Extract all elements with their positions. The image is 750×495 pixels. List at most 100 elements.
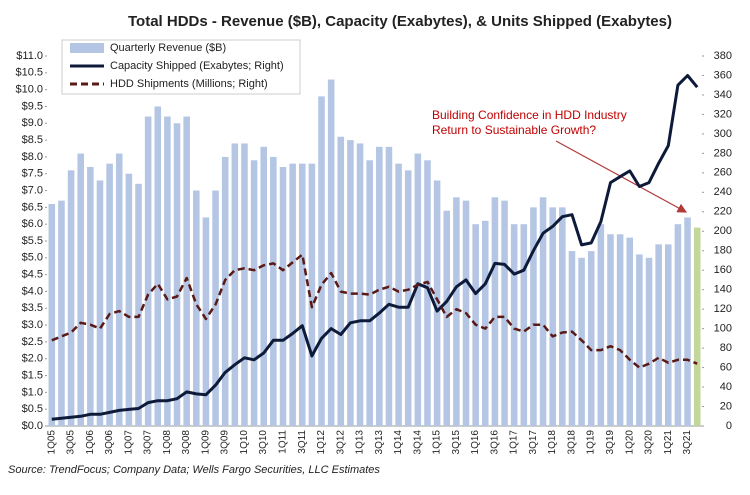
x-tick-label: 3Q15 [451, 430, 462, 455]
bar [183, 116, 190, 426]
bar [58, 200, 65, 426]
y-tick-label: $2.5 [22, 336, 43, 348]
bar [289, 163, 296, 427]
annotation: Return to Sustainable Growth? [432, 123, 596, 137]
y-tick-label: $8.5 [22, 134, 43, 146]
x-tick-label: 1Q21 [663, 430, 674, 455]
y-tick-label: $9.5 [22, 100, 43, 112]
y2-tick-label: 320 [714, 108, 732, 120]
bar [154, 106, 162, 427]
bar [559, 207, 566, 426]
x-tick-label: 1Q19 [586, 430, 597, 455]
y2-tick-label: 140 [714, 284, 732, 296]
bar [356, 143, 364, 427]
x-tick-label: 1Q13 [355, 430, 366, 455]
x-tick-label: 1Q09 [200, 430, 211, 455]
bar [481, 220, 489, 426]
y-tick-label: $7.5 [22, 168, 43, 180]
bar [164, 116, 171, 426]
bar [212, 190, 219, 426]
y2-tick-label: 120 [714, 303, 732, 315]
y2-tick-label: 180 [714, 245, 732, 257]
bar [404, 170, 412, 426]
bar [491, 197, 499, 426]
y-tick-label: $3.0 [22, 319, 43, 331]
x-tick-label: 1Q15 [432, 430, 443, 455]
x-tick-label: 3Q12 [335, 430, 346, 455]
bar [645, 257, 653, 426]
y2-tick-label: 40 [720, 381, 732, 393]
y-tick-label: $8.0 [22, 151, 43, 163]
source: Source: TrendFocus; Company Data; Wells … [8, 464, 380, 476]
y-tick-label: $4.0 [22, 285, 43, 297]
y-tick-label: $5.0 [22, 252, 43, 264]
x-tick-label: 3Q13 [374, 430, 385, 455]
bar [530, 207, 537, 426]
bar [173, 123, 181, 426]
bar [693, 227, 701, 426]
y2-tick-label: 380 [714, 50, 732, 62]
bar [549, 207, 556, 426]
line [51, 74, 699, 421]
x-tick-label: 3Q20 [644, 430, 655, 455]
x-tick-label: 3Q10 [258, 430, 269, 455]
bar [501, 200, 508, 426]
bar [607, 234, 614, 426]
bar [221, 156, 229, 426]
bar [674, 224, 682, 426]
bar [520, 224, 528, 426]
y-tick-label: $10.0 [15, 84, 43, 96]
bar [231, 143, 239, 427]
legend-label: Capacity Shipped (Exabytes; Right) [110, 60, 284, 72]
y-tick-label: $6.5 [22, 201, 43, 213]
y2-tick-label: 200 [714, 225, 732, 237]
bar [376, 146, 383, 426]
x-tick-label: 1Q12 [316, 430, 327, 455]
bar [250, 160, 258, 427]
annotation: Building Confidence in HDD Industry [432, 108, 627, 122]
y-tick-label: $4.5 [22, 269, 43, 281]
y-tick-label: $7.0 [22, 184, 43, 196]
y2-tick-label: 160 [714, 264, 732, 276]
bar [424, 160, 431, 427]
bar [366, 160, 373, 427]
y2-tick-label: 340 [714, 89, 732, 101]
bar [347, 140, 354, 426]
bar [202, 217, 210, 426]
y-tick-label: $1.0 [22, 386, 43, 398]
bar [568, 251, 576, 426]
bar [298, 163, 306, 427]
x-tick-label: 1Q16 [470, 430, 481, 455]
x-tick-label: 3Q06 [104, 430, 115, 455]
x-tick-label: 1Q07 [123, 430, 134, 455]
bar [327, 79, 335, 426]
y2-tick-label: 240 [714, 186, 732, 198]
y-tick-label: $6.0 [22, 218, 43, 230]
bar [77, 153, 84, 426]
bar [125, 173, 133, 426]
x-tick-label: 1Q17 [509, 430, 520, 455]
bar [87, 167, 94, 426]
bar [665, 244, 672, 426]
y2-tick-label: 280 [714, 147, 732, 159]
bar [193, 190, 200, 426]
bar [48, 204, 56, 426]
x-tick-label: 1Q20 [624, 430, 635, 455]
bar [135, 183, 142, 426]
bar [443, 210, 451, 426]
bar [539, 197, 547, 426]
bar [270, 156, 277, 426]
x-tick-label: 1Q10 [239, 430, 250, 455]
bar [433, 180, 441, 426]
x-tick-label: 1Q05 [46, 430, 57, 455]
y2-tick-label: 360 [714, 69, 732, 81]
y-tick-label: $0.5 [22, 403, 43, 415]
x-tick-label: 3Q19 [605, 430, 616, 455]
x-tick-label: 3Q14 [412, 430, 423, 455]
y-tick-label: $3.5 [22, 302, 43, 314]
bar [587, 251, 595, 426]
bar [684, 217, 691, 426]
bar [597, 224, 605, 426]
x-tick-label: 3Q16 [489, 430, 500, 455]
